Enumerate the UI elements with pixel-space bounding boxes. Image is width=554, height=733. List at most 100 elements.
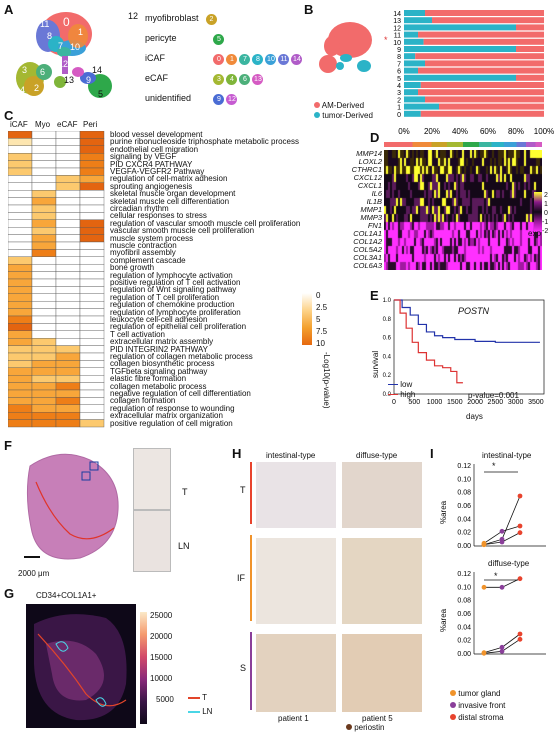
cluster-badge: 0 (213, 54, 225, 65)
heatmap-cell (79, 300, 105, 309)
plot-title-diffuse: diffuse-type (488, 559, 530, 568)
periostin-label: periostin (354, 723, 385, 732)
heatmap-cell (8, 160, 33, 169)
umap-label-8: 8 (47, 31, 53, 41)
curve-high (394, 299, 463, 384)
row-bar-t (250, 462, 252, 524)
sig-star-bottom: * (494, 571, 498, 581)
cbar-tick: 10 (316, 339, 325, 348)
row-label: 1 (397, 105, 401, 112)
term-label: regulation of lymphocyte proliferation (110, 307, 241, 317)
area-plot-diffuse: 0.00 0.02 0.04 0.06 0.08 0.10 0.12 (457, 571, 546, 658)
umap-label-5: 5 (98, 89, 104, 99)
row-bar-if (250, 535, 252, 621)
heatmap-cell (79, 330, 105, 339)
heatmap-cell (8, 337, 33, 346)
heatmap-cell (31, 256, 57, 265)
gene-label: IL6 (371, 189, 382, 198)
heatmap-cell (79, 345, 105, 354)
row-label: 2 (397, 97, 401, 104)
exp-colorbar (534, 192, 542, 232)
term-label: myofibril assembly (110, 248, 176, 258)
data-point (499, 528, 505, 534)
term-label: collagen formation (110, 396, 176, 406)
bar-tumor-segment (404, 103, 439, 110)
heatmap-cell (8, 153, 33, 161)
umap-label-11: 11 (40, 19, 50, 29)
x-tick: 2000 (467, 399, 483, 406)
legend-group-unidentified: unidentified 9 12 (145, 88, 305, 108)
col-icaf: iCAF (10, 120, 28, 129)
term-label: circadian rhythm (110, 204, 169, 213)
row-label: 13 (393, 18, 401, 25)
heatmap-cell (8, 204, 33, 213)
y-tick: 0.00 (457, 651, 471, 658)
row-label: 11 (394, 33, 401, 40)
row-label: 12 (393, 25, 401, 32)
row-label: 3 (397, 90, 401, 97)
exp-legend-title: exp (528, 229, 541, 238)
survival-pvalue: p-value=0.001 (468, 391, 519, 400)
x-tick: 3000 (508, 399, 524, 406)
col-header-diffuse: diffuse-type (356, 451, 398, 460)
survival-plot: 0 500 1000 1500 2000 2500 3000 3500 0.0 0.2 0.4 0.6… (383, 298, 545, 406)
gene-label: COL3A1 (353, 253, 382, 262)
heatmap-cell (31, 323, 57, 331)
heatmap-cell (79, 397, 105, 405)
heatmap-cell (55, 219, 81, 228)
heatmap-cell (31, 263, 57, 272)
panel-label-f: F (4, 438, 12, 453)
ln-label: LN (202, 707, 213, 716)
term-label: PID CXCR4 PATHWAY (110, 159, 193, 169)
gene-label: MMP1 (360, 205, 382, 214)
heatmap-cell (79, 256, 105, 265)
heatmap-cell (31, 412, 57, 420)
label: distal stroma (458, 713, 504, 722)
heatmap-cell (55, 249, 81, 258)
survival-title: POSTN (458, 306, 490, 316)
data-point (499, 644, 505, 650)
cluster-badge: 12 (226, 94, 238, 105)
gene-label: IL1B (366, 197, 382, 206)
panel-label-i: I (430, 446, 434, 461)
origin-legend-am: AM-Derived (314, 102, 364, 110)
panel-label-g: G (4, 586, 15, 601)
heatmap-cell (79, 160, 105, 169)
umap-label-10: 10 (70, 42, 81, 52)
term-label: negative regulation of cell differentiat… (110, 389, 251, 398)
bar-am-segment (415, 53, 544, 60)
bar-tumor-segment (404, 53, 416, 60)
heatmap-cell (31, 182, 57, 191)
term-label: positive regulation of T cell activation (110, 278, 241, 287)
umap-label-14: 14 (92, 65, 103, 75)
row-label: 0 (397, 112, 401, 119)
term-label: vascular smooth muscle cell proliferatio… (110, 226, 255, 236)
gene-label: LOXL2 (358, 157, 382, 166)
x-tick: 20% (424, 127, 440, 136)
cluster-legend-heading: 12 (128, 11, 139, 21)
cluster-badge: 3 (213, 74, 225, 85)
x-tick: 40% (452, 127, 468, 136)
heatmap-cell (8, 234, 33, 243)
heatmap-cell (55, 234, 81, 243)
heatmap-cell (8, 145, 33, 154)
umap-label-1: 1 (78, 27, 84, 37)
density-tick: 5000 (156, 695, 174, 704)
bar-tumor-segment (404, 74, 516, 81)
heatmap-cell (8, 323, 33, 331)
gene-label: CXCL1 (357, 181, 382, 190)
heatmap-cell (8, 367, 33, 376)
group-label: unidentified (145, 93, 192, 103)
ihc-t-patient1 (256, 462, 336, 528)
ihc-s-patient1 (256, 634, 336, 712)
term-label: extracellular matrix assembly (110, 337, 214, 347)
y-tick: 0.4 (383, 354, 392, 360)
heatmap-cell (31, 286, 57, 294)
density-tick: 10000 (150, 674, 173, 683)
heatmap-cell (55, 389, 81, 398)
cluster-badge: 11 (278, 54, 290, 65)
gene-label: COL5A2 (353, 245, 382, 254)
legend-high: high (388, 391, 452, 399)
term-label: skeletal muscle cell differentiation (110, 196, 230, 206)
cluster-badge: 10 (265, 54, 277, 65)
